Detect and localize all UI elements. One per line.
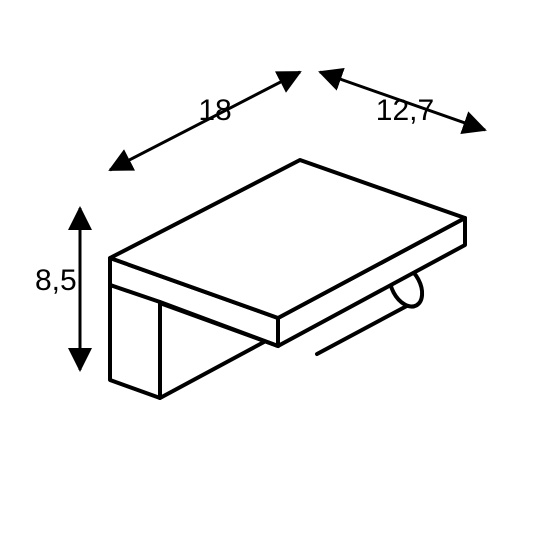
vertical-block-front bbox=[110, 285, 160, 398]
dim-label-width: 12,7 bbox=[376, 94, 434, 127]
dim-label-height: 8,5 bbox=[35, 264, 77, 297]
technical-drawing: 18 12,7 8,5 bbox=[0, 0, 540, 540]
product-shape bbox=[110, 160, 465, 398]
dim-label-depth: 18 bbox=[198, 94, 231, 127]
